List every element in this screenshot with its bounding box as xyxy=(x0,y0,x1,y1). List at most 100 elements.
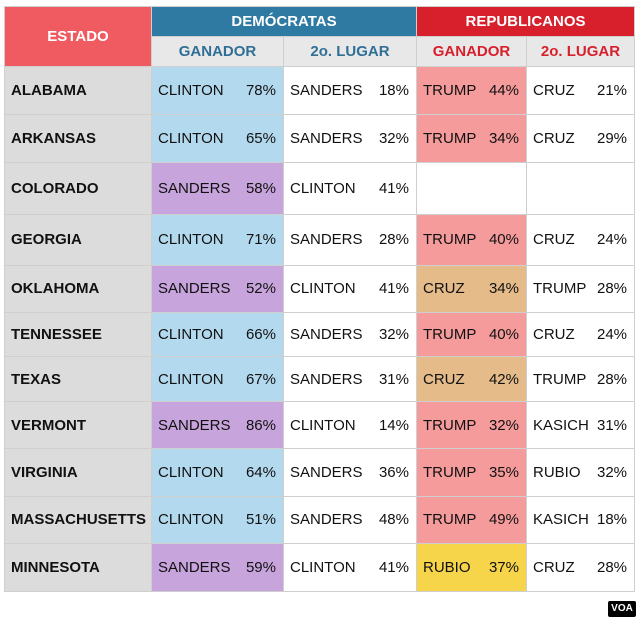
candidate-percent: 44% xyxy=(488,82,519,100)
candidate-percent: 32% xyxy=(596,463,628,481)
state-name: TEXAS xyxy=(4,356,152,403)
candidate-percent: 51% xyxy=(245,511,276,529)
candidate-name: SANDERS xyxy=(158,558,231,576)
candidate-name: SANDERS xyxy=(158,280,231,298)
rep-win-cell: TRUMP 32% xyxy=(416,401,527,450)
table-row: MINNESOTA SANDERS 59% CLINTON 41% RUBIO 37% CRU… xyxy=(4,542,636,593)
candidate-name: CLINTON xyxy=(158,463,224,481)
rep-2nd-cell: RUBIO 32% xyxy=(525,448,636,497)
candidate-name: CLINTON xyxy=(158,370,224,388)
candidate-percent: 41% xyxy=(378,558,409,576)
candidate-percent: 34% xyxy=(488,130,519,148)
candidate-name: TRUMP xyxy=(423,130,477,148)
candidate-percent: 59% xyxy=(245,558,276,576)
candidate-name: SANDERS xyxy=(158,416,231,434)
subheader-rep-ganador: GANADOR xyxy=(416,36,527,67)
dem-2nd-cell: CLINTON 41% xyxy=(283,542,417,593)
candidate-percent: 31% xyxy=(378,370,409,388)
candidate-name: TRUMP xyxy=(423,325,477,343)
candidate-name: TRUMP xyxy=(423,231,477,249)
dem-win-cell: CLINTON 78% xyxy=(151,65,284,116)
subheader-rep-segundo: 2o. LUGAR xyxy=(525,36,636,67)
state-name: OKLAHOMA xyxy=(4,264,152,313)
candidate-percent: 29% xyxy=(596,130,628,148)
dem-win-cell: CLINTON 64% xyxy=(151,448,284,497)
candidate-percent: 42% xyxy=(488,370,519,388)
rep-2nd-cell: CRUZ 28% xyxy=(525,542,636,593)
candidate-name: CRUZ xyxy=(533,231,575,249)
candidate-percent: 32% xyxy=(378,325,409,343)
rep-win-cell: TRUMP 44% xyxy=(416,65,527,116)
candidate-percent: 66% xyxy=(245,325,276,343)
candidate-name: SANDERS xyxy=(290,370,363,388)
candidate-percent: 14% xyxy=(378,416,409,434)
candidate-name: RUBIO xyxy=(423,558,471,576)
voa-logo: VOA xyxy=(608,601,636,617)
candidate-name: CLINTON xyxy=(158,82,224,100)
state-name: ALABAMA xyxy=(4,65,152,116)
dem-win-cell: CLINTON 65% xyxy=(151,114,284,164)
state-name: TENNESSEE xyxy=(4,311,152,358)
rep-2nd-cell: TRUMP 28% xyxy=(525,356,636,403)
candidate-percent: 65% xyxy=(245,130,276,148)
rep-win-cell: TRUMP 49% xyxy=(416,495,527,544)
rep-2nd-cell: CRUZ 24% xyxy=(525,311,636,358)
table-row: TENNESSEE CLINTON 66% SANDERS 32% TRUMP 40% CRU… xyxy=(4,311,636,358)
candidate-name: SANDERS xyxy=(290,82,363,100)
candidate-percent: 18% xyxy=(596,511,628,529)
dem-2nd-cell: SANDERS 32% xyxy=(283,114,417,164)
table-row: ALABAMA CLINTON 78% SANDERS 18% TRUMP 44% CRUZ 2… xyxy=(4,65,636,116)
rep-win-cell: CRUZ 34% xyxy=(416,264,527,313)
dem-win-cell: CLINTON 66% xyxy=(151,311,284,358)
state-name: COLORADO xyxy=(4,162,152,215)
table-row: OKLAHOMA SANDERS 52% CLINTON 41% CRUZ 34% TRUMP… xyxy=(4,264,636,313)
candidate-percent: 37% xyxy=(488,558,519,576)
dem-win-cell: CLINTON 67% xyxy=(151,356,284,403)
rep-win-cell: TRUMP 34% xyxy=(416,114,527,164)
candidate-percent: 41% xyxy=(378,179,409,197)
candidate-name: SANDERS xyxy=(158,179,231,197)
rep-2nd-cell: TRUMP 28% xyxy=(525,264,636,313)
dem-2nd-cell: CLINTON 14% xyxy=(283,401,417,450)
candidate-percent: 32% xyxy=(488,416,519,434)
candidate-name: CRUZ xyxy=(533,558,575,576)
candidate-name: CRUZ xyxy=(533,325,575,343)
table-row: ARKANSAS CLINTON 65% SANDERS 32% TRUMP 34% CRUZ… xyxy=(4,114,636,164)
candidate-name: CRUZ xyxy=(423,280,465,298)
rep-2nd-cell xyxy=(525,162,636,215)
candidate-percent: 24% xyxy=(596,231,628,249)
rep-win-cell: RUBIO 37% xyxy=(416,542,527,593)
candidate-percent: 31% xyxy=(596,416,628,434)
subheader-dem-ganador: GANADOR xyxy=(151,36,284,67)
rep-win-cell: TRUMP 40% xyxy=(416,213,527,266)
candidate-percent: 21% xyxy=(596,82,628,100)
candidate-percent: 32% xyxy=(378,130,409,148)
candidate-name: SANDERS xyxy=(290,463,363,481)
candidate-percent: 52% xyxy=(245,280,276,298)
header-republicanos: REPUBLICANOS xyxy=(415,6,636,37)
dem-win-cell: CLINTON 71% xyxy=(151,213,284,266)
candidate-name: SANDERS xyxy=(290,231,363,249)
candidate-name: CRUZ xyxy=(533,130,575,148)
dem-2nd-cell: SANDERS 18% xyxy=(283,65,417,116)
candidate-percent: 18% xyxy=(378,82,409,100)
candidate-name: CLINTON xyxy=(158,511,224,529)
candidate-percent: 58% xyxy=(245,179,276,197)
candidate-percent: 36% xyxy=(378,463,409,481)
state-name: VERMONT xyxy=(4,401,152,450)
table-row: VIRGINIA CLINTON 64% SANDERS 36% TRUMP 35% RUBI… xyxy=(4,448,636,497)
candidate-percent: 71% xyxy=(245,231,276,249)
rep-win-cell xyxy=(416,162,527,215)
table-row: TEXAS CLINTON 67% SANDERS 31% CRUZ 42% TRUMP 28% xyxy=(4,356,636,403)
candidate-percent: 78% xyxy=(245,82,276,100)
candidate-percent: 48% xyxy=(378,511,409,529)
candidate-name: KASICH xyxy=(533,416,589,434)
candidate-percent: 34% xyxy=(488,280,519,298)
dem-win-cell: CLINTON 51% xyxy=(151,495,284,544)
candidate-name: CLINTON xyxy=(158,130,224,148)
state-name: MINNESOTA xyxy=(4,542,152,593)
table-row: MASSACHUSETTS CLINTON 51% SANDERS 48% TRUMP 49… xyxy=(4,495,636,544)
candidate-name: CLINTON xyxy=(290,558,356,576)
dem-win-cell: SANDERS 86% xyxy=(151,401,284,450)
rep-2nd-cell: KASICH 31% xyxy=(525,401,636,450)
